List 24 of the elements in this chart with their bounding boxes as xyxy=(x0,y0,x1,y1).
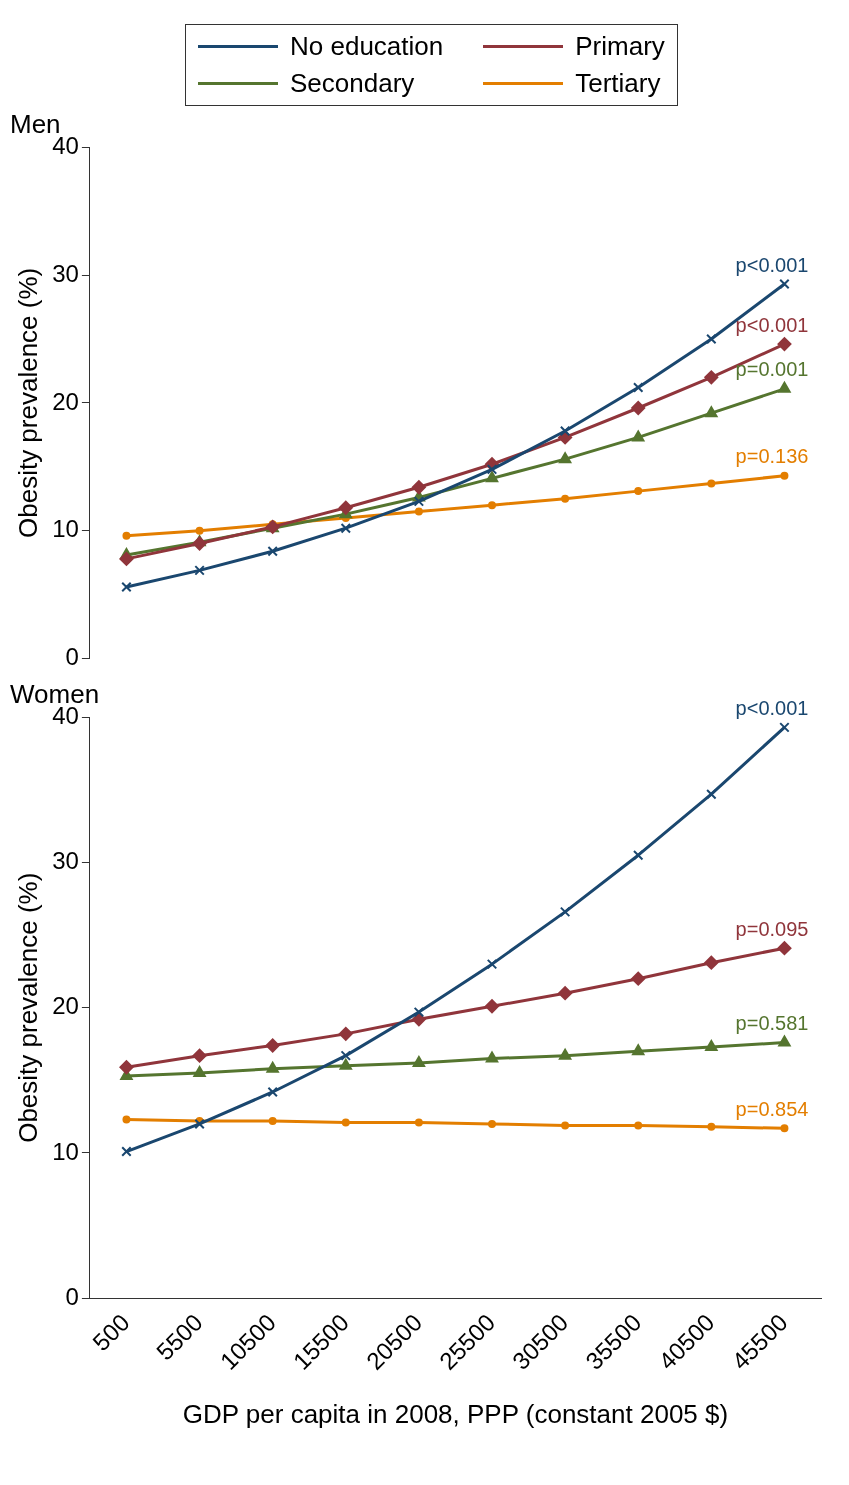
y-tick-label: 20 xyxy=(52,387,79,415)
y-tick-label: 10 xyxy=(52,515,79,543)
legend-label: Primary xyxy=(575,31,665,62)
legend-label: Tertiary xyxy=(575,68,661,99)
y-tick-label: 30 xyxy=(52,259,79,287)
y-tick-label: 20 xyxy=(52,992,79,1020)
x-axis-title: GDP per capita in 2008, PPP (constant 2005 $) xyxy=(182,1398,729,1429)
annotation: p=0.854 xyxy=(735,1097,809,1120)
legend-label: Secondary xyxy=(290,68,415,99)
y-axis-title: Obesity prevalence (%) xyxy=(12,872,43,1143)
legend-label: No education xyxy=(290,31,444,62)
annotation: p<0.001 xyxy=(735,696,809,719)
annotation: p<0.001 xyxy=(735,253,809,276)
annotation: p=0.001 xyxy=(735,358,809,381)
annotation: p=0.136 xyxy=(735,445,809,468)
y-tick-label: 0 xyxy=(65,1282,79,1310)
y-tick-label: 10 xyxy=(52,1137,79,1165)
x-tick-label: 500 xyxy=(87,1308,135,1356)
y-axis-title: Obesity prevalence (%) xyxy=(12,267,43,539)
annotation: p=0.095 xyxy=(735,917,809,940)
annotation: p=0.581 xyxy=(735,1012,809,1035)
annotation: p<0.001 xyxy=(735,313,809,336)
y-tick-label: 30 xyxy=(52,847,79,875)
y-tick-label: 0 xyxy=(65,643,79,671)
